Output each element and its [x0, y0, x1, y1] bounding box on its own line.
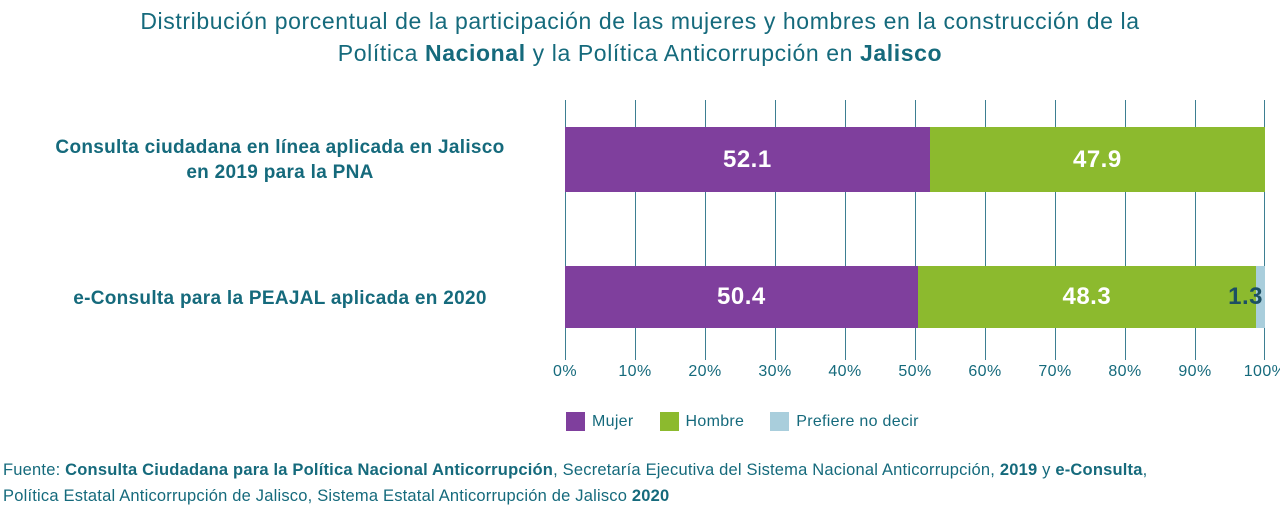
text-segment: Nacional [425, 40, 526, 66]
bar-value-label: 48.3 [1062, 283, 1112, 310]
gridline [565, 100, 566, 360]
bar-value-label: 52.1 [722, 145, 772, 173]
text-segment: Jalisco [860, 40, 943, 66]
gridline [1055, 100, 1056, 360]
gridline [775, 100, 776, 360]
legend: Mujer Hombre Prefiere no decir [566, 412, 919, 431]
legend-item: Prefiere no decir [770, 412, 919, 431]
stacked-bar: 50.4 48.3 1.3 [565, 266, 1265, 328]
legend-item: Mujer [566, 412, 634, 431]
legend-swatch-icon [770, 412, 790, 431]
legend-label: Hombre [685, 412, 745, 430]
x-axis-tick-label: 0% [553, 363, 577, 380]
x-axis-tick-label: 70% [1038, 363, 1072, 380]
x-axis-tick-label: 20% [688, 363, 722, 380]
gridline [705, 100, 706, 360]
x-axis-tick-label: 50% [898, 363, 932, 380]
text-segment: , Secretaría Ejecutiva del Sistema Nacio… [553, 461, 1000, 479]
source-note: Fuente: Consulta Ciudadana para la Polít… [3, 457, 1277, 509]
text-segment: Política [337, 40, 426, 66]
text-segment: y [1037, 461, 1056, 479]
x-axis: 0% 10% 20% 30% 40% 50% 60% 70% 80% 90% 100% [553, 363, 1280, 385]
category-label: e-Consulta para la PEAJAL aplicada en 20… [73, 288, 487, 309]
gridline [1264, 100, 1265, 360]
bar-segment-prefiere-no-decir: 1.3 [1228, 266, 1265, 328]
x-axis-tick-label: 80% [1108, 363, 1142, 380]
x-axis-tick-label: 40% [828, 363, 862, 380]
text-segment: e-Consulta [1055, 461, 1143, 479]
gridline [635, 100, 636, 360]
bar-value-label: 1.3 [1228, 283, 1263, 310]
bar-value-label: 50.4 [717, 283, 766, 310]
stacked-bar: 52.1 47.9 [565, 127, 1265, 192]
plot-area: 52.1 47.9 50.4 48.3 1.3 [565, 100, 1265, 360]
legend-label: Prefiere no decir [796, 412, 919, 430]
text-segment: 2020 [631, 487, 670, 505]
x-axis-tick-label: 10% [618, 363, 652, 380]
text-segment: Política Estatal Anticorrupción de Jalis… [3, 487, 632, 505]
bar-segment-hombre: 47.9 [929, 127, 1265, 192]
text-segment: Consulta Ciudadana para la Política Naci… [65, 461, 554, 479]
text-segment: 2019 [999, 461, 1038, 479]
legend-swatch-icon [566, 412, 585, 431]
gridline [985, 100, 986, 360]
text-segment: y la Política Anticorrupción en [525, 40, 860, 66]
x-axis-tick-label: 100% [1243, 363, 1280, 380]
gridline [1195, 100, 1196, 360]
x-axis-tick-label: 30% [758, 363, 792, 380]
text-segment: Distribución porcentual de la participac… [140, 8, 1140, 34]
x-axis-tick-label: 60% [968, 363, 1002, 380]
bar-segment-mujer: 52.1 [565, 127, 930, 192]
legend-item: Hombre [659, 412, 745, 431]
chart-title: Distribución porcentual de la participac… [0, 5, 1280, 69]
bar-value-label: 47.9 [1072, 145, 1122, 173]
gridline [1125, 100, 1126, 360]
text-segment: Fuente: [3, 461, 66, 479]
gridline [915, 100, 916, 360]
legend-label: Mujer [592, 412, 634, 430]
gridline [845, 100, 846, 360]
bar-segment-mujer: 50.4 [565, 266, 918, 328]
category-label: Consulta ciudadana en línea aplicada en … [55, 137, 505, 183]
text-segment: , [1142, 461, 1148, 479]
bar-segment-hombre: 48.3 [917, 266, 1256, 328]
legend-swatch-icon [659, 412, 679, 431]
x-axis-tick-label: 90% [1178, 363, 1212, 380]
